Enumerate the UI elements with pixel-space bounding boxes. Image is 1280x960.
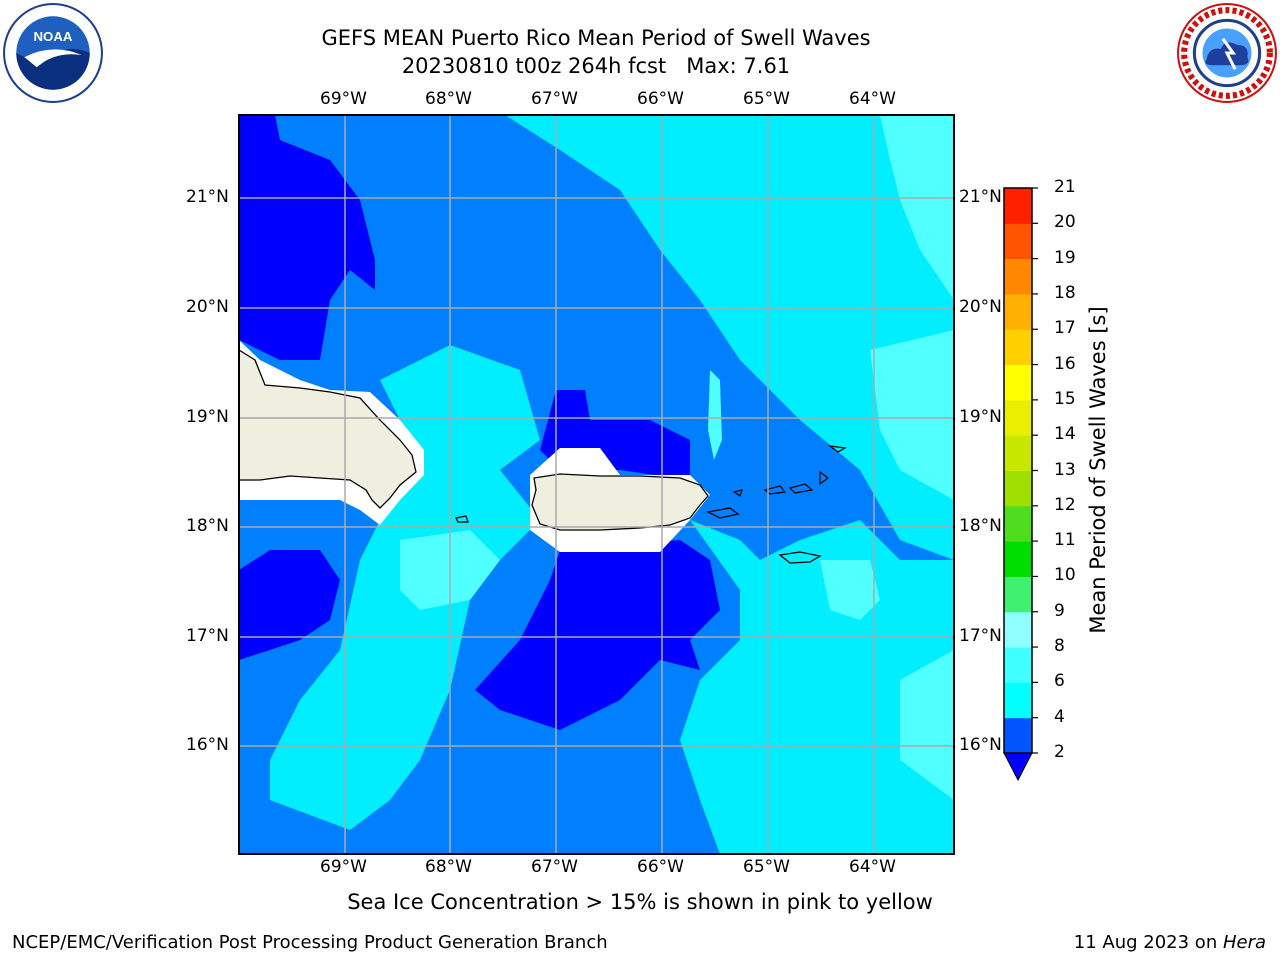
lon-label-bottom-67w: 67°W	[531, 857, 578, 877]
contour-6-8-ne	[880, 115, 954, 300]
lat-label-right-17n: 17°N	[959, 626, 1002, 646]
lon-label-bottom-69w: 69°W	[320, 857, 367, 877]
lon-label-top-64w: 64°W	[849, 89, 896, 109]
lon-label-top-66w: 66°W	[637, 89, 684, 109]
chart-title: GEFS MEAN Puerto Rico Mean Period of Swe…	[321, 26, 871, 50]
colorbar	[1003, 187, 1038, 782]
lat-label-right-21n: 21°N	[959, 187, 1002, 207]
lon-label-bottom-65w: 65°W	[743, 857, 790, 877]
lon-label-bottom-68w: 68°W	[425, 857, 472, 877]
lat-label-right-19n: 19°N	[959, 407, 1002, 427]
colorbar-tick-label: 21	[1054, 177, 1076, 197]
lat-label-left-16n: 16°N	[186, 735, 229, 755]
contour-lt2-south	[475, 540, 720, 730]
chart-subtitle-forecast: 20230810 t00z 264h fcst Max: 7.61	[401, 54, 791, 78]
colorbar-tick-label: 2	[1054, 742, 1065, 762]
colorbar-extend-arrow	[1003, 752, 1033, 782]
colorbar-tick-label: 14	[1054, 424, 1076, 445]
colorbar-tick-label: 4	[1054, 706, 1065, 727]
vieques-island	[705, 507, 740, 519]
colorbar-swatch	[1004, 470, 1032, 507]
colorbar-tick-label: 8	[1054, 636, 1065, 657]
mona-island	[455, 515, 469, 523]
puerto-rico-land	[531, 473, 709, 531]
colorbar-tick-label: 12	[1054, 494, 1076, 515]
colorbar-swatch	[1004, 505, 1032, 542]
colorbar-swatch	[1004, 293, 1032, 330]
colorbar-swatch	[1004, 611, 1032, 648]
colorbar-tick-label: 6	[1054, 671, 1065, 692]
colorbar-tick-label: 19	[1054, 247, 1076, 268]
colorbar-tick-label: 9	[1054, 600, 1065, 621]
lat-label-right-20n: 20°N	[959, 297, 1002, 317]
colorbar-swatch	[1004, 258, 1032, 295]
sea-ice-note: Sea Ice Concentration > 15% is shown in …	[347, 890, 933, 914]
lat-label-right-16n: 16°N	[959, 735, 1002, 755]
lat-label-left-21n: 21°N	[186, 187, 229, 207]
lon-label-bottom-64w: 64°W	[849, 857, 896, 877]
colorbar-tick-label: 15	[1054, 388, 1076, 409]
colorbar-swatch	[1004, 188, 1032, 224]
colorbar-tick-label: 16	[1054, 353, 1076, 374]
map-frame	[238, 114, 955, 855]
st-croix-island	[778, 551, 822, 564]
colorbar-tick-label: 13	[1054, 459, 1076, 480]
contour-lt2-sw	[239, 550, 340, 660]
svg-text:NOAA: NOAA	[33, 29, 72, 44]
colorbar-tick-label: 20	[1054, 212, 1076, 233]
colorbar-swatch	[1004, 647, 1032, 683]
footer-date-text: 11 Aug 2023 on	[1073, 932, 1223, 953]
hispaniola-land	[239, 349, 417, 509]
lat-label-right-18n: 18°N	[959, 516, 1002, 536]
lon-label-top-68w: 68°W	[425, 89, 472, 109]
contour-6-8-passage	[708, 370, 722, 460]
footer-branch: NCEP/EMC/Verification Post Processing Pr…	[12, 932, 608, 953]
colorbar-swatch	[1004, 399, 1032, 436]
lon-label-top-69w: 69°W	[320, 89, 367, 109]
noaa-logo-icon: NOAA	[3, 3, 103, 103]
lon-label-bottom-66w: 66°W	[637, 857, 684, 877]
colorbar-title: Mean Period of Swell Waves [s]	[1086, 306, 1110, 634]
lat-label-left-20n: 20°N	[186, 297, 229, 317]
contour-4-6-se	[680, 520, 954, 854]
colorbar-swatch	[1004, 435, 1032, 471]
virgin-islands	[732, 445, 847, 497]
footer-date: 11 Aug 2023 on Hera	[1074, 932, 1266, 953]
colorbar-swatch	[1004, 223, 1032, 260]
colorbar-swatch	[1004, 576, 1032, 613]
lon-label-top-67w: 67°W	[531, 89, 578, 109]
contour-4-6-ne	[505, 115, 954, 560]
contour-6-8-s	[820, 560, 880, 620]
nws-logo-icon	[1177, 3, 1277, 103]
lat-label-left-19n: 19°N	[186, 407, 229, 427]
colorbar-tick-label: 17	[1054, 318, 1076, 339]
contour-6-8-e	[870, 330, 954, 500]
colorbar-tick-label: 11	[1054, 530, 1076, 551]
colorbar-tick-label: 18	[1054, 282, 1076, 303]
contour-lt2-nw	[239, 115, 375, 360]
contour-6-8-se	[900, 650, 954, 800]
swell-period-field	[239, 115, 954, 854]
lat-label-left-17n: 17°N	[186, 626, 229, 646]
colorbar-tick-label: 10	[1054, 565, 1076, 586]
colorbar-swatch	[1004, 364, 1032, 401]
colorbar-swatch	[1004, 541, 1032, 577]
lat-label-left-18n: 18°N	[186, 516, 229, 536]
gridlines	[239, 115, 954, 854]
colorbar-swatch	[1004, 682, 1032, 719]
colorbar-swatch	[1004, 329, 1032, 366]
footer-host: Hera	[1222, 932, 1266, 953]
colorbar-swatch	[1004, 717, 1032, 754]
lon-label-top-65w: 65°W	[743, 89, 790, 109]
